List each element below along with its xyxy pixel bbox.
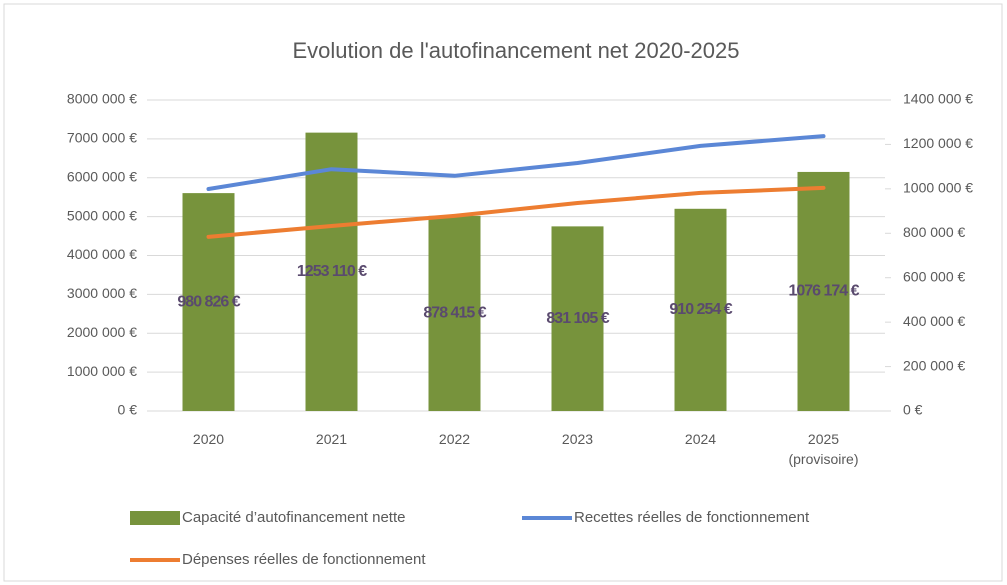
x-tick-label: 2024 (684, 431, 717, 447)
x-tick-label: 2025 (provisoire) (788, 431, 859, 467)
y-tick-label: 3000 000 € (67, 285, 137, 301)
legend-swatch (130, 511, 180, 525)
y2-tick-label: 1000 000 € (903, 180, 973, 196)
y-tick-label: 0 € (118, 402, 138, 418)
data-label: 980 826 € (177, 293, 240, 310)
legend-label: Recettes réelles de fonctionnement (574, 509, 810, 526)
y2-tick-label: 600 000 € (903, 268, 965, 284)
y-tick-label: 2000 000 € (67, 324, 137, 340)
line (206, 134, 826, 192)
y-tick-label: 1000 000 € (67, 363, 137, 379)
line (206, 185, 826, 239)
y-tick-label: 5000 000 € (67, 207, 137, 223)
y-tick-label: 8000 000 € (67, 91, 137, 107)
bar (674, 208, 727, 411)
bar (551, 226, 604, 411)
y-tick-label: 7000 000 € (67, 130, 137, 146)
y2-tick-label: 800 000 € (903, 224, 965, 240)
data-label: 1076 174 € (788, 283, 859, 300)
y-tick-label: 4000 000 € (67, 246, 137, 262)
bar (305, 132, 358, 412)
legend-label: Capacité d’autofinancement nette (182, 509, 405, 526)
y2-tick-label: 1200 000 € (903, 135, 973, 151)
bar (428, 215, 481, 411)
bar (797, 171, 850, 411)
y2-tick-label: 400 000 € (903, 313, 965, 329)
data-label: 910 254 € (669, 301, 732, 318)
bar (182, 193, 235, 411)
y2-tick-label: 1400 000 € (903, 91, 973, 107)
x-tick-label: 2020 (192, 431, 225, 447)
chart-title: Evolution de l'autofinancement net 2020-… (293, 38, 740, 63)
legend-label: Dépenses réelles de fonctionnement (182, 551, 426, 568)
x-tick-label: 2021 (315, 431, 348, 447)
data-label: 878 415 € (423, 305, 486, 322)
y2-tick-label: 200 000 € (903, 357, 965, 373)
data-label: 831 105 € (546, 310, 609, 327)
y-tick-label: 6000 000 € (67, 168, 137, 184)
x-tick-label: 2023 (561, 431, 594, 447)
y2-tick-label: 0 € (903, 402, 923, 418)
x-tick-label: 2022 (438, 431, 471, 447)
data-label: 1253 110 € (297, 263, 367, 280)
